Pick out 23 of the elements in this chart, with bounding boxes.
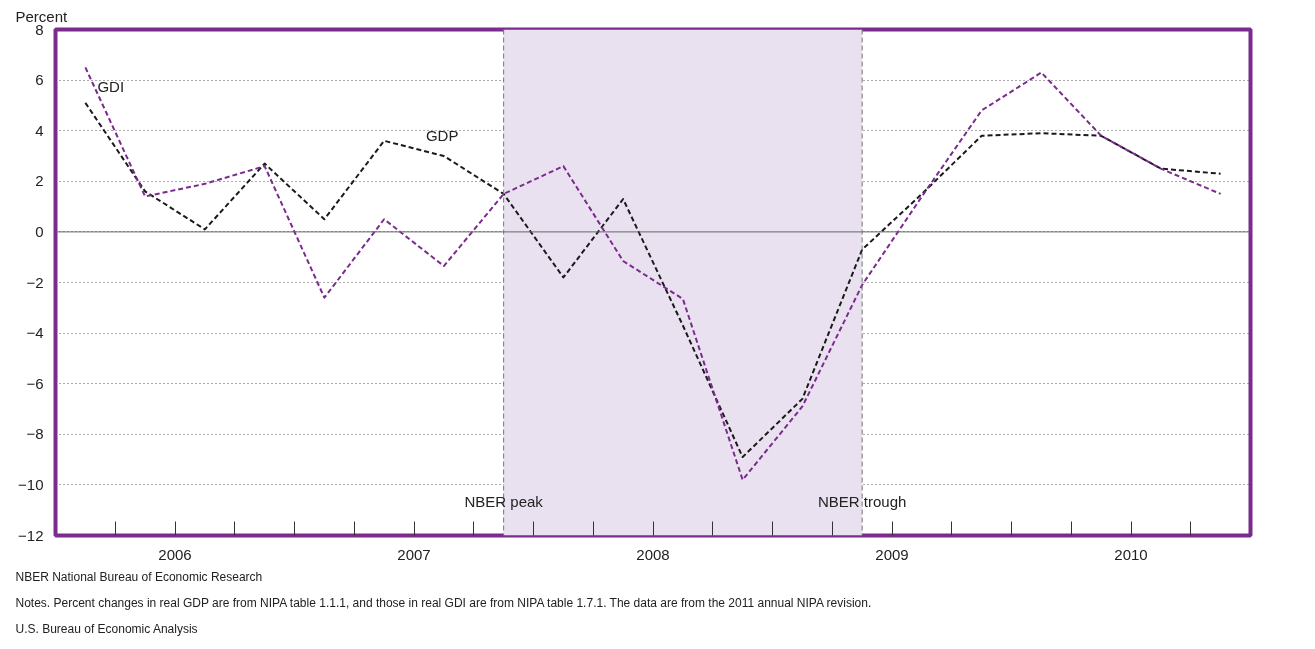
y-tick-label: −2: [26, 273, 44, 291]
x-tick-label: 2006: [158, 545, 192, 563]
y-tick-label: −8: [26, 425, 44, 443]
y-tick-label: −10: [18, 475, 44, 493]
series-label: GDI: [97, 78, 125, 96]
x-tick-label: 2007: [397, 545, 431, 563]
text: Notes. Percent changes in real GDP are from NIPA table 1.1.1, and those in real GDI are from NIPA table 1.7.1. The data are from the 2011 annual NIPA revision.: [15, 595, 872, 610]
y-axis-title: Percent: [15, 7, 69, 25]
series-label: GDP: [425, 127, 459, 144]
x-tick-label: 2010: [1114, 545, 1148, 563]
ref-line-label: NBER trough: [817, 492, 907, 510]
ref-line-label: NBER peak: [464, 492, 544, 510]
y-tick-label: 4: [35, 121, 44, 139]
x-tick-label: 2009: [875, 545, 909, 563]
y-tick-label: 2: [35, 172, 44, 190]
y-tick-label: −4: [26, 324, 44, 342]
y-tick-label: 6: [35, 71, 44, 89]
y-tick-label: −6: [26, 374, 44, 392]
text: NBER National Bureau of Economic Research: [15, 569, 263, 584]
text: U.S. Bureau of Economic Analysis: [15, 621, 198, 636]
y-tick-label: −12: [18, 526, 44, 544]
y-tick-label: 0: [35, 222, 44, 240]
x-tick-label: 2008: [636, 545, 670, 563]
